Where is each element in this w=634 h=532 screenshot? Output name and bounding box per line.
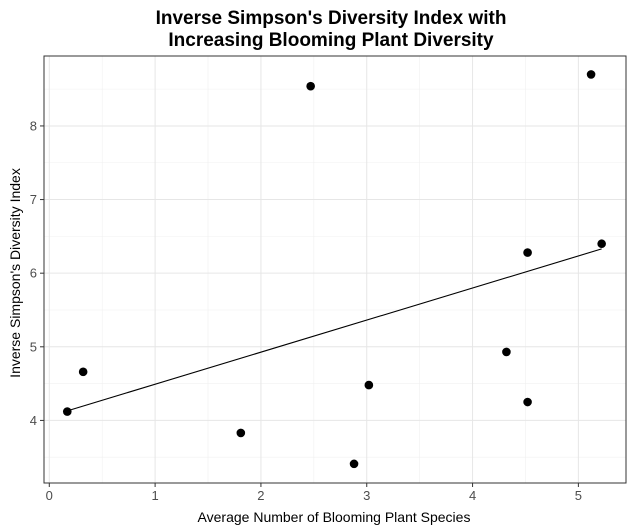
y-tick-label: 8 (30, 118, 37, 133)
data-point (236, 428, 246, 438)
data-point (586, 70, 596, 79)
data-point (78, 367, 88, 377)
plot-panel-border (43, 55, 627, 484)
y-tick-label: 6 (30, 266, 37, 281)
data-point (306, 81, 315, 91)
y-tick-label: 4 (30, 413, 37, 428)
chart-title-line-1: Inverse Simpson's Diversity Index with (156, 8, 507, 29)
x-tick-label: 5 (575, 488, 582, 503)
y-axis-label: Inverse Simpson's Diversity Index (7, 168, 23, 378)
y-tick-label: 5 (30, 339, 37, 354)
trend-line (67, 248, 602, 412)
x-axis-label: Average Number of Blooming Plant Species (198, 509, 471, 525)
points-layer (62, 70, 606, 469)
major-gridlines (44, 56, 626, 483)
data-point (523, 248, 532, 257)
data-point (349, 459, 359, 469)
trend-layer (67, 248, 602, 412)
x-tick-label: 4 (469, 488, 476, 503)
x-axis-ticks: 0 1 2 3 4 5 (46, 483, 582, 503)
minor-gridlines (44, 56, 626, 483)
y-axis-ticks: 4 5 6 7 8 (30, 118, 44, 428)
data-point (364, 380, 374, 390)
data-point (502, 347, 511, 357)
data-point (62, 407, 72, 416)
x-tick-label: 2 (257, 488, 264, 503)
y-tick-label: 7 (30, 192, 37, 207)
x-tick-label: 1 (151, 488, 158, 503)
x-tick-label: 3 (363, 488, 370, 503)
data-point (597, 239, 606, 249)
x-tick-label: 0 (46, 488, 53, 503)
chart-title-line-2: Increasing Blooming Plant Diversity (168, 30, 494, 51)
data-point (523, 397, 532, 407)
